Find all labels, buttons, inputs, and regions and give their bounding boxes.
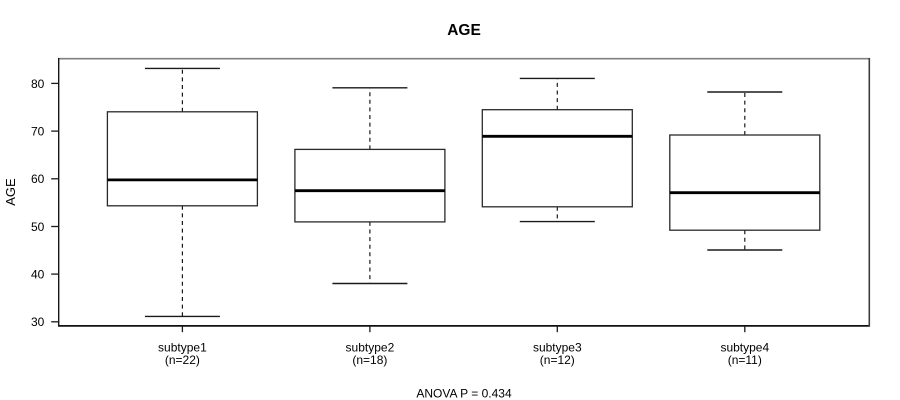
svg-text:40: 40 <box>31 268 45 282</box>
svg-text:(n=11): (n=11) <box>728 353 762 367</box>
svg-text:30: 30 <box>31 315 45 329</box>
svg-text:ANOVA P = 0.434: ANOVA P = 0.434 <box>416 386 512 400</box>
svg-text:AGE: AGE <box>3 178 18 206</box>
svg-text:subtype1: subtype1 <box>158 340 207 354</box>
svg-text:80: 80 <box>31 77 45 91</box>
svg-text:(n=22): (n=22) <box>165 353 200 367</box>
svg-text:60: 60 <box>31 172 45 186</box>
svg-text:50: 50 <box>31 220 45 234</box>
svg-text:subtype2: subtype2 <box>346 340 395 354</box>
svg-text:subtype4: subtype4 <box>720 340 769 354</box>
svg-text:70: 70 <box>31 125 45 139</box>
svg-text:subtype3: subtype3 <box>533 340 582 354</box>
svg-text:AGE: AGE <box>447 22 481 39</box>
svg-text:(n=12): (n=12) <box>540 353 575 367</box>
svg-text:(n=18): (n=18) <box>352 353 387 367</box>
